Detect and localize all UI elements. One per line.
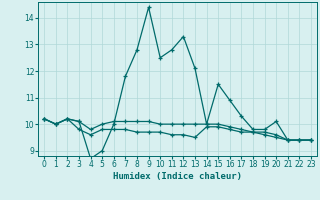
X-axis label: Humidex (Indice chaleur): Humidex (Indice chaleur)	[113, 172, 242, 181]
